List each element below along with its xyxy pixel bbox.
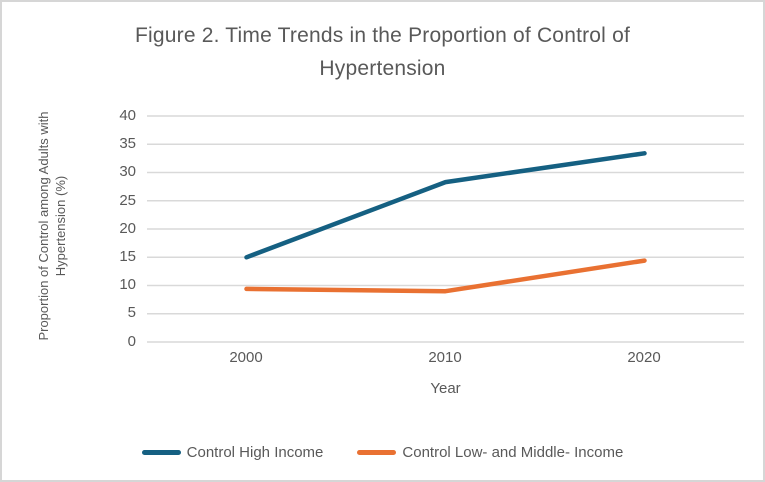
chart-title: Figure 2. Time Trends in the Proportion … xyxy=(134,24,630,80)
y-tick-label: 40 xyxy=(119,107,136,124)
y-tick-label: 25 xyxy=(119,192,136,209)
legend: Control High Income Control Low- and Mid… xyxy=(2,444,763,461)
y-tick-label: 35 xyxy=(119,135,136,152)
legend-line-swatch-high-income xyxy=(141,450,181,455)
plot-area xyxy=(147,115,744,343)
legend-line-swatch-low-middle-income xyxy=(357,450,397,455)
legend-label: Control Low- and Middle- Income xyxy=(402,444,624,461)
legend-item-control-high-income: Control High Income xyxy=(141,444,324,461)
series-line-1 xyxy=(244,258,647,294)
y-tick-label: 15 xyxy=(119,248,136,265)
y-axis-title: Proportion of Control among Adults with … xyxy=(36,111,68,341)
y-tick-label: 5 xyxy=(127,304,136,321)
x-axis-title: Year xyxy=(430,380,461,397)
legend-label: Control High Income xyxy=(186,444,324,461)
series-line-0 xyxy=(244,151,647,260)
y-tick-label: 10 xyxy=(119,276,136,293)
y-tick-label: 20 xyxy=(119,220,136,237)
x-tick-label: 2010 xyxy=(428,349,462,366)
x-tick-label: 2020 xyxy=(627,349,661,366)
y-tick-label: 0 xyxy=(127,333,136,350)
x-tick-label: 2000 xyxy=(229,349,263,366)
legend-item-control-low-middle-income: Control Low- and Middle- Income xyxy=(357,444,623,461)
y-tick-label: 30 xyxy=(119,163,136,180)
